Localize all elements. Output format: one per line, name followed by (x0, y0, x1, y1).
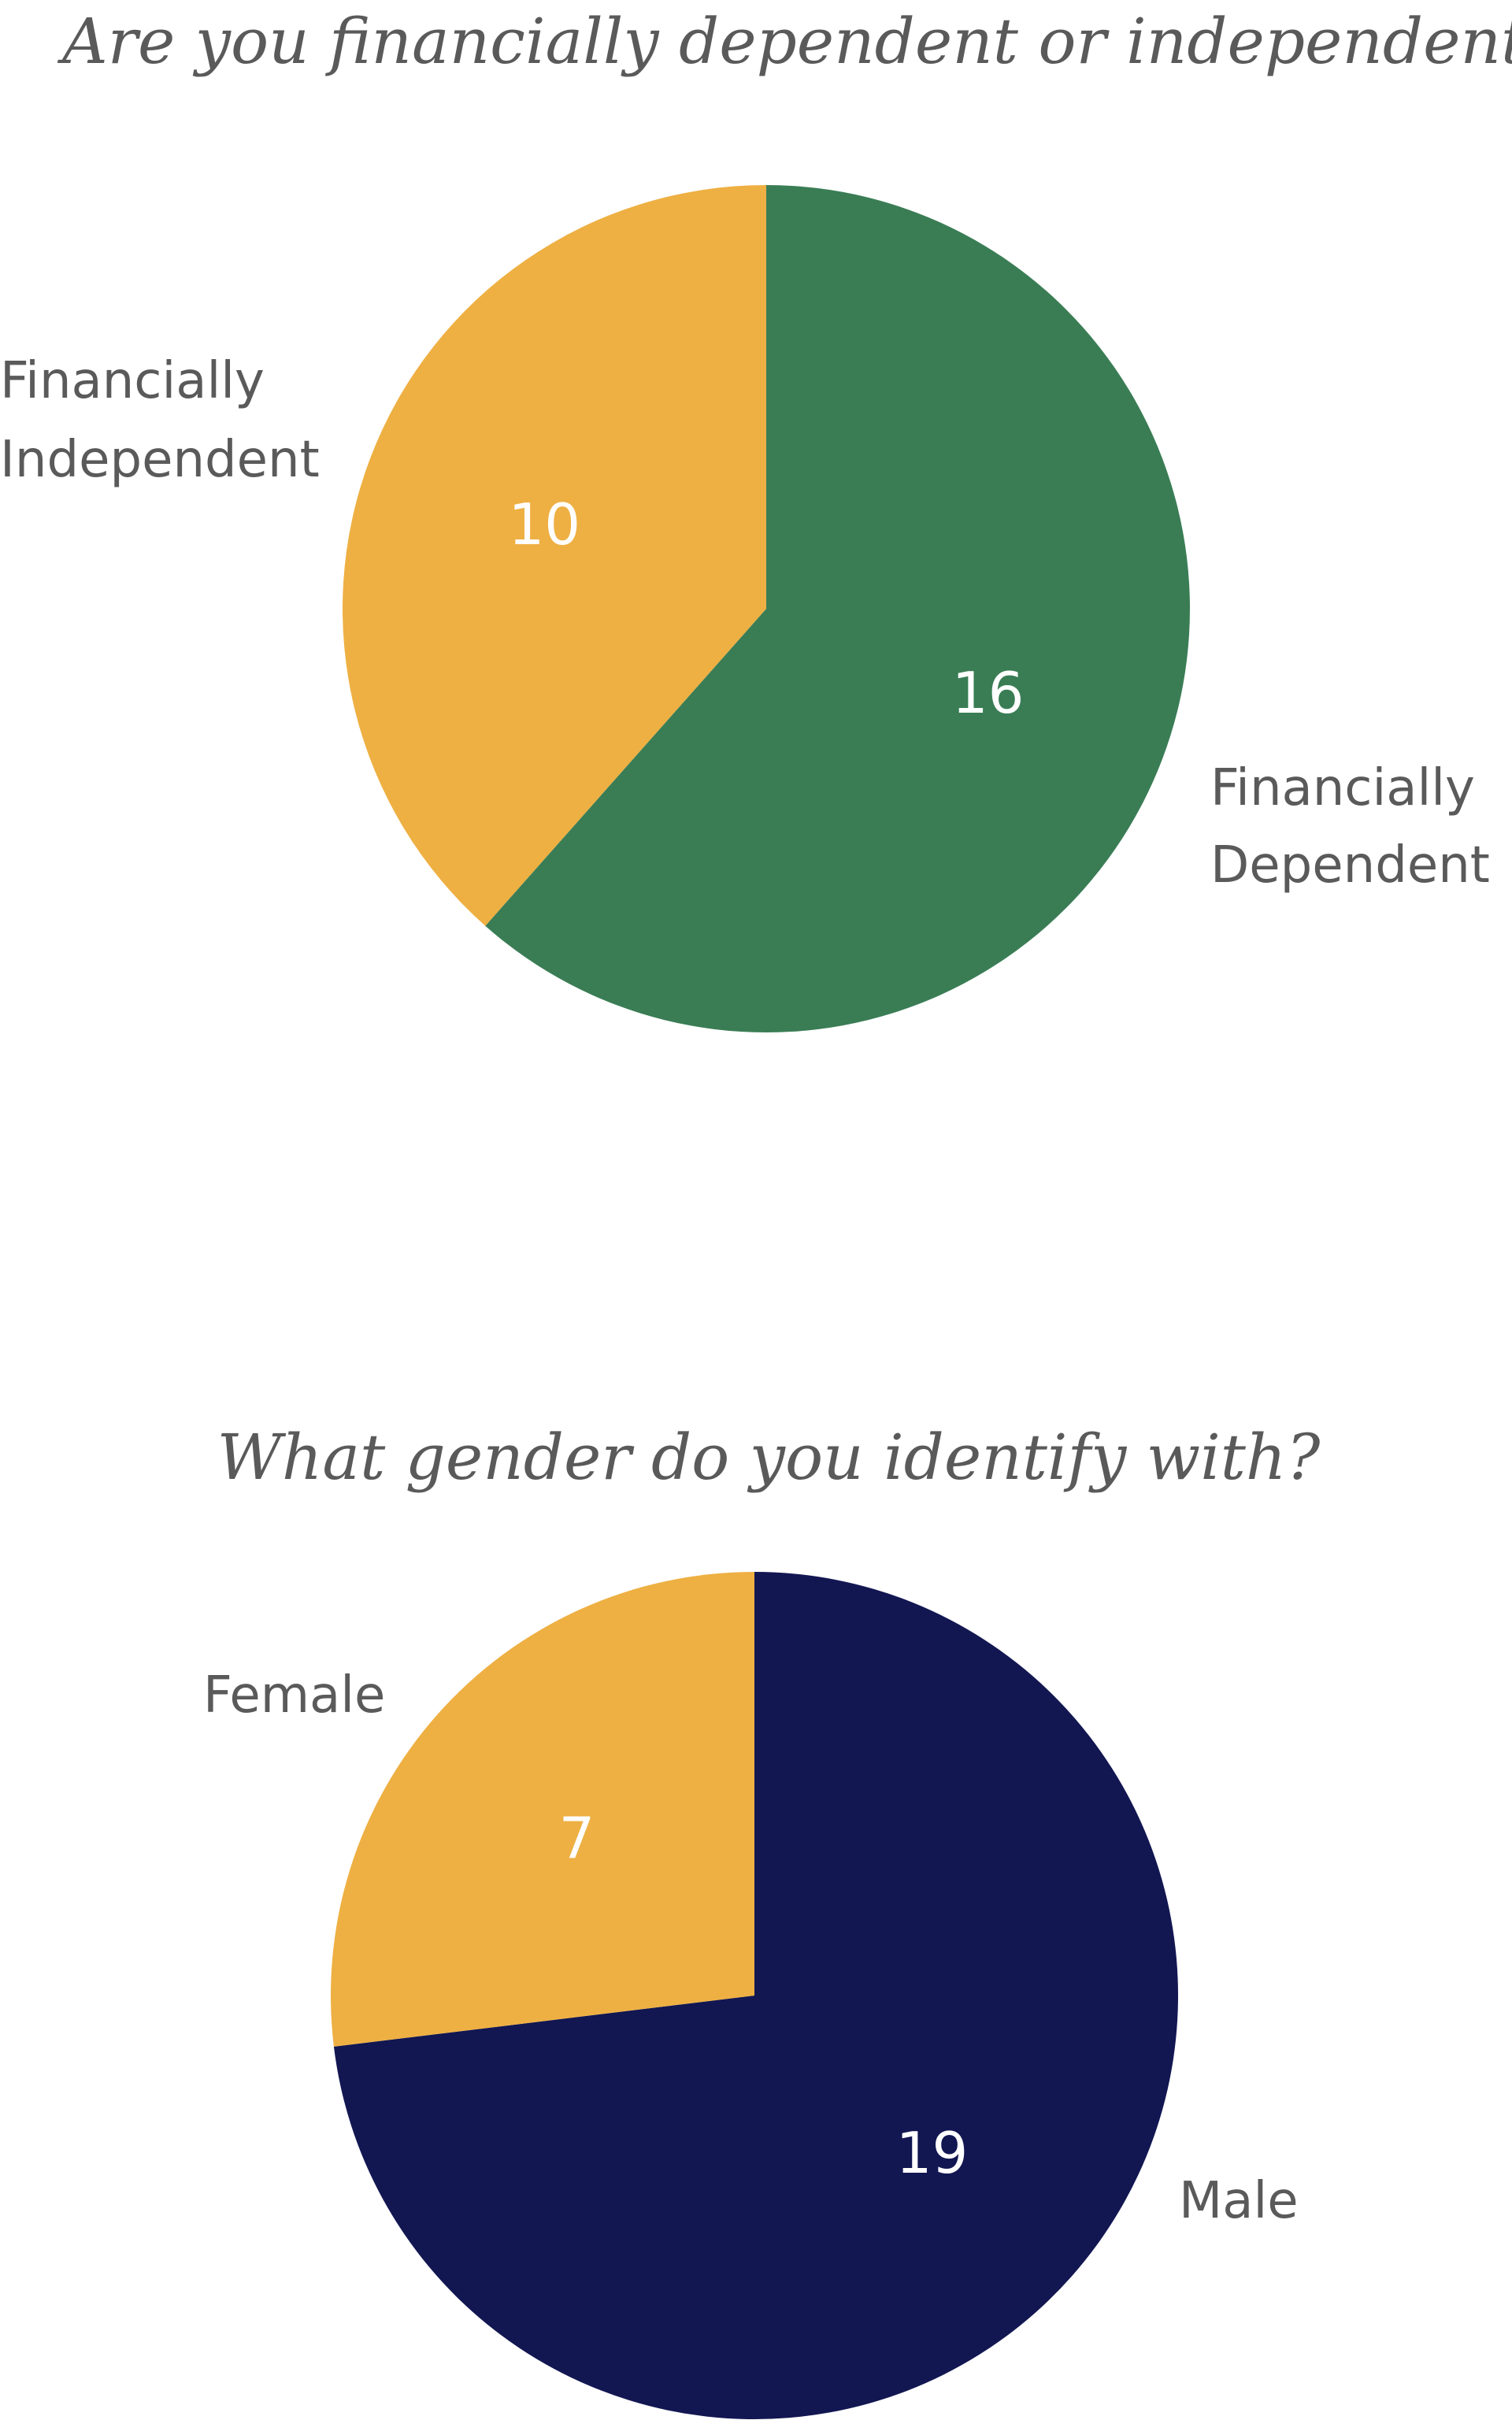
slice-value-label: 10 (508, 491, 580, 558)
slice-label-financially-dependent: Financially Dependent (1210, 759, 1491, 895)
financial-dependence-pie-chart: Are you financially dependent or indepen… (0, 5, 1512, 1032)
pie-slice-female (331, 1572, 755, 2047)
gender-pie-chart: What gender do you identify with? 19 7 Ma… (203, 1421, 1321, 2420)
slice-value-label: 7 (559, 1805, 595, 1871)
slice-label-male: Male (1179, 2172, 1299, 2230)
pie-slice-financially-dependent (485, 185, 1190, 1032)
slice-label-female: Female (203, 1666, 385, 1725)
pie-slice-financially-independent (342, 185, 766, 926)
chart-title: Are you financially dependent or indepen… (57, 5, 1512, 78)
slice-value-label: 19 (896, 2120, 969, 2186)
slice-label-financially-independent: Financially Independent (0, 352, 320, 489)
pie-slice-male (333, 1572, 1179, 2420)
chart-title: What gender do you identify with? (217, 1421, 1321, 1494)
slice-value-label: 16 (952, 660, 1025, 726)
